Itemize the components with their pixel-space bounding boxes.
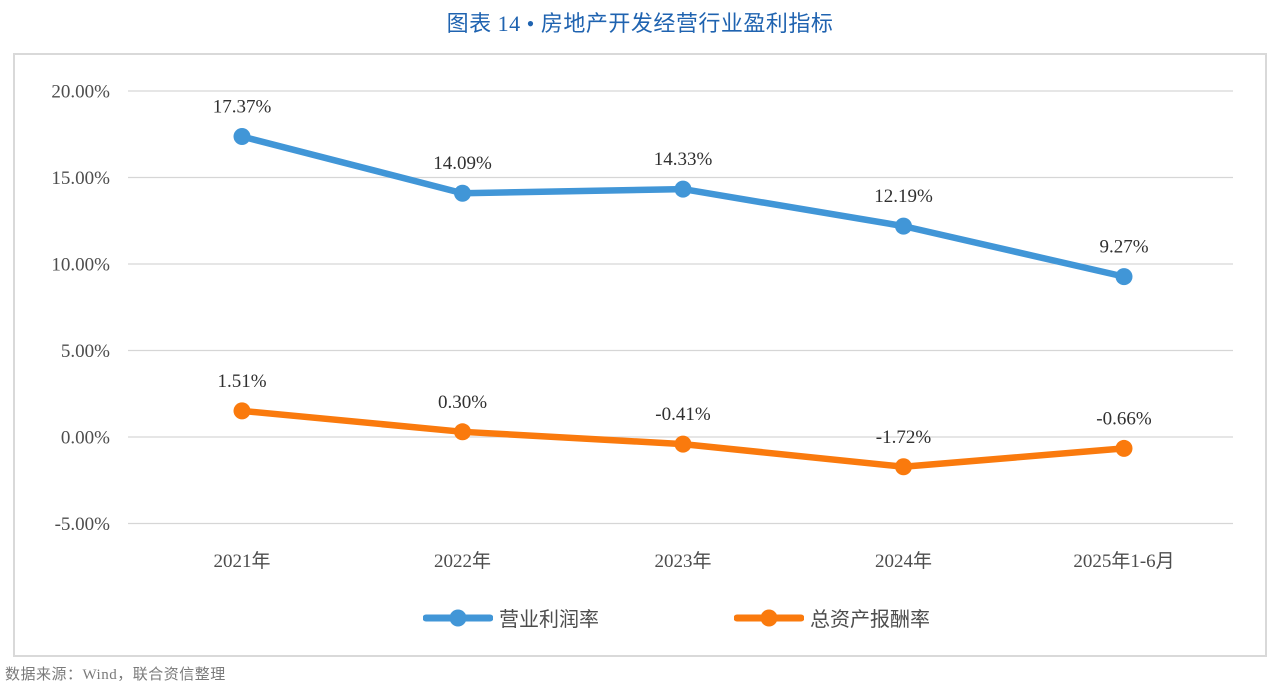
legend-label: 总资产报酬率	[810, 609, 930, 631]
data-point	[233, 127, 251, 145]
line-chart-plot: 20.00% 15.00% 10.00% 5.00% 0.00% -5.00% 2021年 2…	[51, 82, 1233, 572]
y-tick-label: 20.00%	[51, 82, 110, 103]
data-point-label: 17.37%	[213, 96, 272, 117]
chart-title: 图表 14 • 房地产开发经营行业盈利指标	[446, 11, 834, 36]
data-point	[1115, 439, 1133, 457]
data-point-label: -0.66%	[1096, 408, 1152, 429]
x-tick-label: 2025年1-6月	[1073, 550, 1174, 572]
data-point-label: 14.09%	[433, 153, 492, 174]
data-point	[895, 458, 912, 476]
data-point-label: 14.33%	[654, 149, 713, 170]
y-tick-label: 5.00%	[61, 341, 110, 362]
data-point-label: 0.30%	[438, 392, 487, 413]
data-point	[454, 184, 471, 202]
y-tick-label: 10.00%	[51, 255, 110, 276]
y-tick-label: -5.00%	[55, 514, 111, 535]
data-point-label: 1.51%	[217, 371, 266, 392]
data-source-note: 数据来源：Wind，联合资信整理	[5, 667, 226, 683]
legend-item-0: 营业利润率	[423, 603, 599, 632]
data-point	[1115, 268, 1133, 286]
data-point	[895, 217, 912, 235]
legend-line-marker-icon	[423, 609, 493, 626]
data-point	[674, 180, 692, 198]
data-point	[674, 435, 692, 453]
legend-item-1: 总资产报酬率	[734, 603, 930, 632]
legend-label: 营业利润率	[499, 609, 599, 631]
data-point-label: -1.72%	[876, 427, 932, 448]
x-tick-label: 2023年	[654, 550, 711, 572]
chart-area: 20.00% 15.00% 10.00% 5.00% 0.00% -5.00% 2021年 2…	[13, 53, 1267, 657]
x-tick-label: 2022年	[434, 550, 491, 572]
data-point-label: 12.19%	[874, 186, 933, 207]
data-point	[233, 402, 251, 420]
data-point-label: 9.27%	[1099, 237, 1148, 258]
y-tick-label: 0.00%	[61, 428, 110, 449]
data-point	[454, 423, 471, 441]
chart-legend: 营业利润率 总资产报酬率	[423, 603, 930, 632]
data-point-label: -0.41%	[655, 404, 711, 425]
legend-line-marker-icon	[734, 609, 804, 626]
x-tick-label: 2024年	[875, 550, 932, 572]
x-tick-label: 2021年	[213, 550, 270, 572]
y-tick-label: 15.00%	[51, 168, 110, 189]
